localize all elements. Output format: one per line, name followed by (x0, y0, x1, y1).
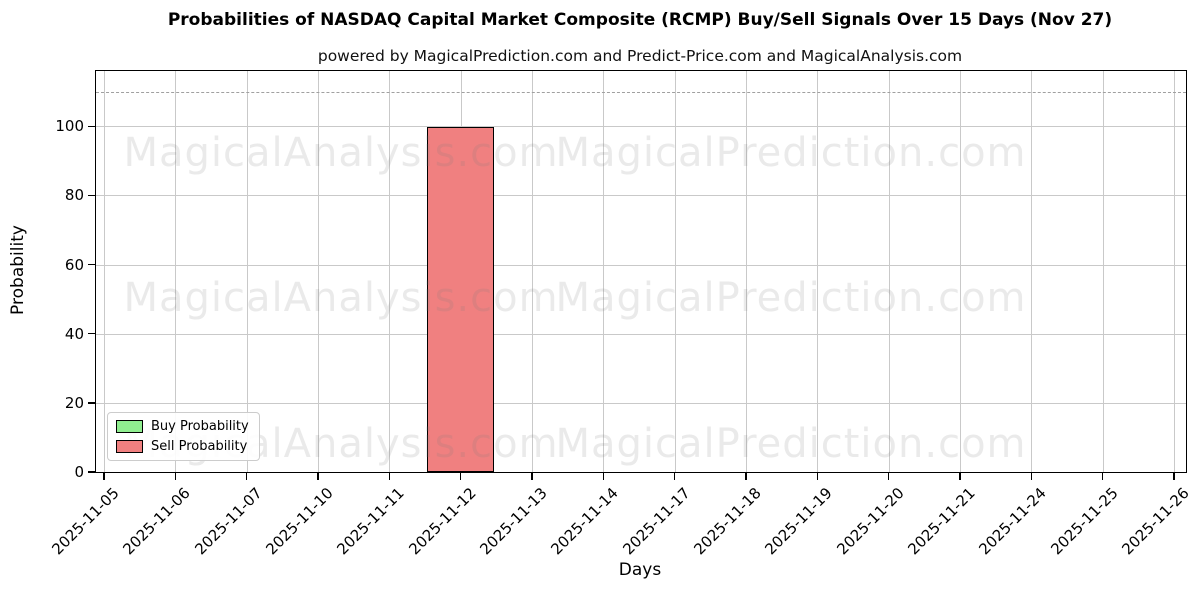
chart-subtitle: powered by MagicalPrediction.com and Pre… (317, 47, 963, 65)
vertical-gridline (318, 71, 319, 472)
vertical-gridline (817, 71, 819, 472)
plot-area: MagicalAnalysis.com MagicalPrediction.com… (48, 70, 1193, 558)
x-tick-label: 2025-11-25 (1047, 484, 1122, 559)
vertical-gridline (603, 71, 605, 472)
vertical-gridline (1031, 71, 1033, 472)
x-tick-mark (1173, 473, 1175, 480)
x-tick-label: 2025-11-20 (833, 484, 908, 559)
watermark-text: MagicalPrediction.com (555, 275, 1027, 321)
x-tick-mark (887, 473, 890, 480)
horizontal-gridline (96, 402, 1186, 404)
x-tick-label: 2025-11-13 (476, 484, 551, 559)
y-tick-mark (88, 471, 95, 473)
y-tick-mark (88, 194, 95, 197)
watermark-text: MagicalPrediction.com (555, 130, 1027, 176)
legend: Buy Probability Sell Probability (107, 412, 260, 461)
watermark-text: MagicalPrediction.com (555, 421, 1027, 467)
x-tick-mark (174, 473, 177, 480)
x-tick-mark (1030, 473, 1033, 480)
y-axis-label: Probability (8, 225, 28, 315)
y-tick-label: 100 (55, 117, 84, 136)
vertical-gridline (888, 71, 890, 472)
x-tick-label: 2025-11-26 (1118, 484, 1193, 559)
vertical-gridline (746, 71, 747, 472)
vertical-gridline (1174, 71, 1175, 472)
legend-label: Buy Probability (151, 419, 249, 434)
y-tick-label: 60 (64, 255, 84, 274)
threshold-dashed-line (96, 91, 1186, 93)
x-tick-mark (1101, 473, 1104, 480)
legend-entry: Buy Probability (116, 419, 249, 434)
x-tick-label: 2025-11-21 (904, 484, 979, 559)
x-tick-label: 2025-11-05 (48, 484, 123, 559)
x-tick-mark (531, 473, 533, 480)
horizontal-gridline (96, 333, 1186, 335)
x-tick-label: 2025-11-14 (547, 484, 623, 559)
x-tick-label: 2025-11-18 (690, 484, 765, 559)
vertical-gridline (1102, 71, 1104, 472)
y-tick-mark (88, 402, 95, 404)
x-tick-mark (745, 473, 747, 480)
x-tick-mark (388, 473, 391, 480)
vertical-gridline (389, 71, 391, 472)
horizontal-gridline (96, 126, 1186, 128)
x-tick-label: 2025-11-24 (975, 484, 1051, 559)
legend-label: Sell Probability (151, 439, 248, 454)
y-tick-label: 80 (64, 186, 84, 205)
x-tick-label: 2025-11-06 (119, 484, 195, 559)
x-tick-label: 2025-11-17 (619, 484, 694, 559)
legend-entry: Sell Probability (116, 439, 249, 454)
x-tick-mark (816, 473, 819, 480)
x-tick-mark (959, 473, 961, 480)
vertical-gridline (960, 71, 961, 472)
y-tick-mark (88, 332, 95, 335)
x-tick-mark (103, 473, 105, 480)
legend-swatch-buy-probability (116, 420, 143, 433)
x-tick-label: 2025-11-11 (333, 484, 409, 559)
vertical-gridline (532, 71, 533, 472)
x-tick-mark (317, 473, 319, 480)
x-tick-mark (245, 473, 248, 480)
x-tick-label: 2025-11-10 (262, 484, 337, 559)
y-tick-mark (88, 125, 95, 128)
x-tick-mark (602, 473, 605, 480)
horizontal-gridline (96, 195, 1186, 197)
y-tick-mark (88, 263, 95, 266)
legend-swatch-sell-probability (116, 440, 143, 453)
vertical-gridline (246, 71, 248, 472)
chart-title: Probabilities of NASDAQ Capital Market C… (167, 10, 1113, 30)
y-tick-label: 0 (74, 463, 84, 481)
y-tick-label: 40 (64, 324, 84, 343)
horizontal-gridline (96, 264, 1186, 266)
x-tick-mark (459, 473, 462, 480)
vertical-gridline (674, 71, 676, 472)
x-axis-label: Days (618, 560, 662, 580)
bar-sell-probability (427, 126, 495, 472)
x-tick-label: 2025-11-12 (405, 484, 480, 559)
vertical-gridline (175, 71, 177, 472)
vertical-gridline (104, 71, 105, 472)
y-tick-label: 20 (64, 393, 84, 412)
x-tick-label: 2025-11-07 (191, 484, 266, 559)
x-tick-label: 2025-11-19 (761, 484, 837, 559)
x-tick-mark (673, 473, 676, 480)
